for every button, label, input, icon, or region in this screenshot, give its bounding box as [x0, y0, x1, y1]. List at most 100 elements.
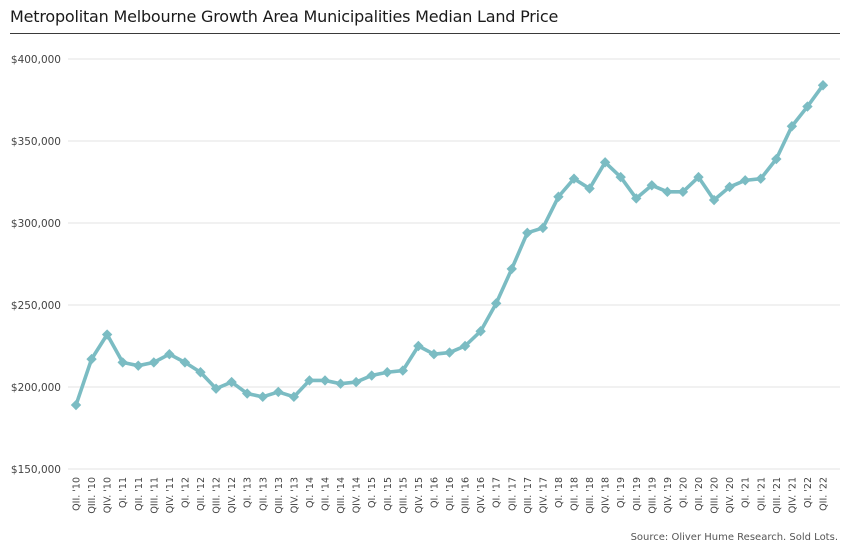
x-tick-label: QIII. '20 [710, 477, 721, 514]
data-point-marker [662, 186, 673, 198]
x-tick-label: QIII. '12 [212, 477, 223, 514]
data-point-marker [86, 353, 97, 365]
data-point-marker [335, 378, 346, 389]
y-axis-ticks: $150,000 $200,000 $250,000 $300,000 $350,000… [11, 54, 61, 476]
data-point-marker [70, 399, 82, 411]
x-tick-label: QI. '12 [180, 477, 191, 508]
x-tick-label: QI. '11 [118, 477, 129, 508]
data-point-marker [304, 375, 315, 386]
data-point-marker [677, 186, 689, 198]
data-point-marker [101, 329, 113, 340]
title-divider [10, 33, 840, 34]
data-point-marker [786, 121, 798, 132]
x-tick-label: QIII. '15 [398, 477, 409, 514]
x-tick-label: QIII. '18 [585, 477, 596, 514]
data-point-marker [413, 340, 424, 352]
x-tick-label: QII. '10 [72, 477, 83, 511]
x-tick-label: QIV. '12 [227, 477, 238, 513]
data-point-marker [724, 181, 735, 193]
x-tick-label: QI. '22 [803, 477, 814, 508]
x-tick-label: QI. '16 [429, 477, 440, 508]
data-point-marker [646, 180, 658, 191]
data-point-marker [288, 391, 300, 403]
chart-title: Metropolitan Melbourne Growth Area Munic… [10, 7, 559, 26]
series-median-land-price [70, 80, 829, 411]
x-tick-label: QII. '19 [632, 477, 643, 511]
x-tick-label: QII. '22 [819, 477, 830, 511]
data-point-marker [506, 263, 517, 275]
data-point-marker [210, 383, 222, 394]
y-tick-label: $250,000 [11, 300, 61, 312]
data-point-marker [241, 388, 253, 399]
x-tick-label: QIII. '17 [523, 477, 534, 514]
data-point-marker [428, 349, 440, 360]
x-tick-label: QI. '14 [305, 477, 316, 508]
x-tick-label: QIII. '11 [149, 477, 160, 514]
x-tick-label: QIV. '11 [165, 477, 176, 513]
data-point-marker [366, 370, 377, 381]
gridlines [68, 58, 840, 470]
data-point-marker [568, 173, 580, 184]
x-tick-label: QIV. '19 [663, 477, 674, 513]
x-tick-label: QII. '13 [258, 477, 269, 511]
x-tick-label: QIV. '20 [725, 477, 736, 513]
x-tick-label: QIII. '14 [336, 477, 347, 514]
x-axis-ticks: QII. '10 QIII. '10 QIV. '10 QI. '11 QII. '11… [72, 477, 830, 514]
x-tick-label: QIV. '17 [538, 477, 549, 513]
data-point-marker [537, 222, 549, 234]
x-tick-label: QIV. '16 [476, 477, 487, 513]
data-point-marker [444, 347, 455, 358]
x-tick-label: QI. '13 [243, 477, 254, 508]
x-tick-label: QI. '20 [678, 477, 689, 508]
data-point-marker [631, 193, 642, 204]
x-tick-label: QII. '11 [134, 477, 145, 511]
data-point-marker [553, 191, 564, 202]
x-tick-label: QII. '14 [321, 477, 332, 511]
x-tick-label: QIII. '19 [647, 477, 658, 514]
x-tick-label: QII. '18 [570, 477, 581, 511]
data-point-marker [584, 183, 595, 194]
data-point-marker [397, 365, 409, 376]
y-tick-label: $150,000 [11, 464, 61, 476]
data-point-marker [490, 298, 502, 309]
source-note: Source: Oliver Hume Research. Sold Lots. [630, 532, 838, 543]
y-tick-label: $300,000 [11, 218, 61, 230]
data-point-marker [475, 326, 486, 337]
data-point-marker [693, 171, 704, 183]
x-tick-label: QIII. '13 [274, 477, 285, 514]
x-tick-label: QII. '20 [694, 477, 705, 511]
x-tick-label: QIV. '10 [103, 477, 114, 513]
data-point-marker [708, 194, 720, 206]
y-tick-label: $400,000 [11, 54, 61, 66]
x-tick-label: QIV. '15 [414, 477, 425, 513]
data-point-marker [755, 173, 766, 184]
data-point-marker [350, 376, 362, 388]
x-tick-label: QII. '12 [196, 477, 207, 511]
data-point-marker [459, 340, 471, 352]
x-tick-label: QIV. '14 [352, 477, 363, 513]
x-tick-label: QI. '17 [492, 477, 503, 508]
x-tick-label: QI. '19 [616, 477, 627, 508]
x-tick-label: QIII. '16 [461, 477, 472, 514]
data-point-marker [599, 157, 611, 168]
data-point-marker [771, 153, 782, 165]
x-tick-label: QI. '21 [741, 477, 752, 508]
x-tick-label: QIV. '13 [289, 477, 300, 513]
data-point-marker [133, 360, 144, 371]
x-tick-label: QII. '17 [507, 477, 518, 511]
data-point-marker [273, 386, 284, 398]
data-point-marker [319, 375, 331, 386]
x-tick-label: QI. '15 [367, 477, 378, 508]
data-point-marker [226, 376, 237, 388]
x-tick-label: QII. '15 [383, 477, 394, 511]
y-tick-label: $200,000 [11, 382, 61, 394]
y-tick-label: $350,000 [11, 136, 61, 148]
x-tick-label: QII. '21 [756, 477, 767, 511]
data-point-marker [802, 101, 813, 112]
data-point-marker [164, 349, 175, 360]
x-tick-label: QIV. '21 [787, 477, 798, 513]
data-point-marker [117, 357, 128, 368]
x-tick-label: QIII. '21 [772, 477, 783, 514]
data-point-marker [739, 175, 751, 186]
